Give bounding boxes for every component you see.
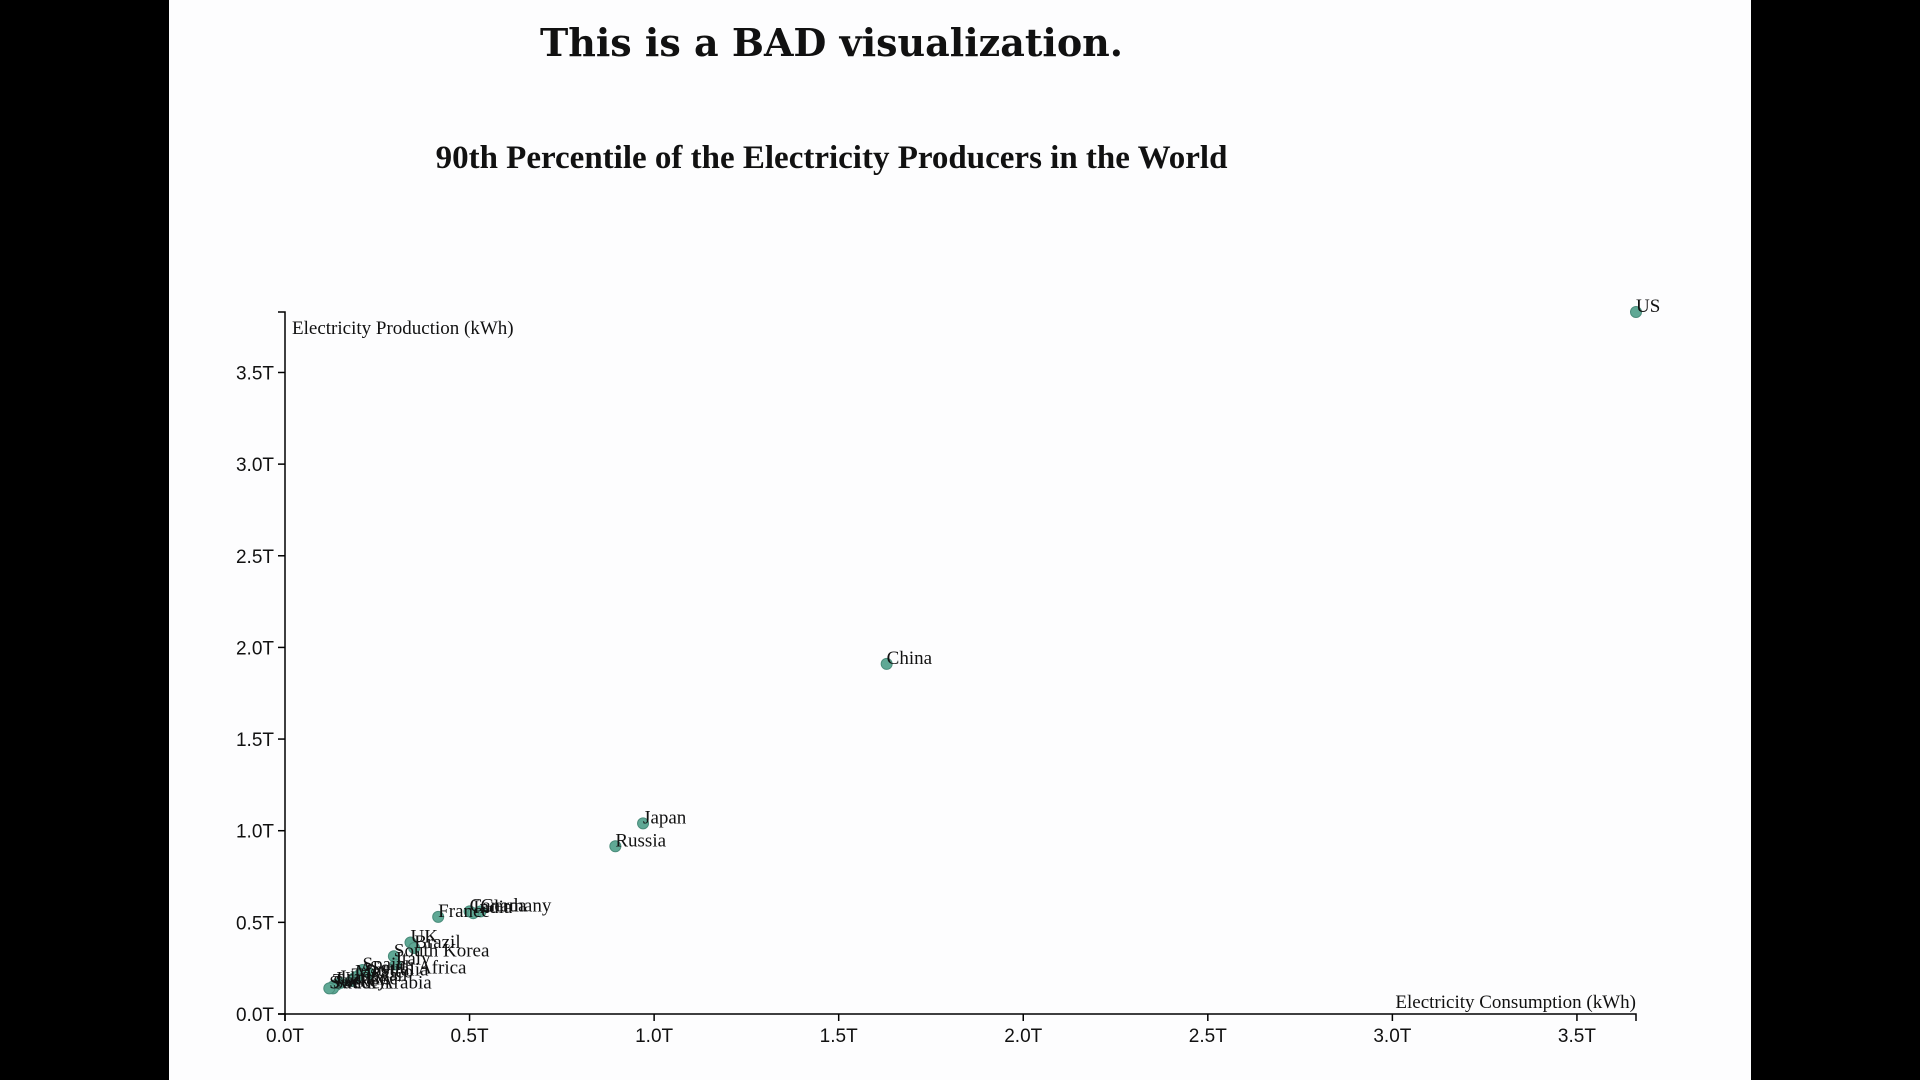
x-tick-label: 3.5T <box>1558 1026 1596 1047</box>
point-label: Taiwan <box>351 965 407 986</box>
point-label: South Africa <box>370 958 467 979</box>
y-tick-label: 1.5T <box>236 730 274 751</box>
x-tick-label: 1.5T <box>820 1026 858 1047</box>
y-tick-label: 2.0T <box>236 638 274 659</box>
point-label: China <box>887 648 933 669</box>
point-label: Canada <box>470 895 528 916</box>
x-tick-label: 0.0T <box>266 1026 304 1047</box>
x-tick-label: 2.5T <box>1189 1026 1227 1047</box>
point-label: US <box>1636 296 1660 317</box>
point-label: Spain <box>363 954 407 975</box>
point-label: South Korea <box>394 940 490 961</box>
data-point <box>880 657 893 670</box>
point-label: Sweden <box>329 972 390 993</box>
point-label: Italy <box>396 949 431 970</box>
point-label: UK <box>411 927 439 948</box>
point-label: Turkey <box>333 971 388 992</box>
y-tick-label: 2.5T <box>236 547 274 568</box>
data-point <box>432 910 445 923</box>
y-axis-title: Electricity Production (kWh) <box>292 318 514 339</box>
x-axis-title: Electricity Consumption (kWh) <box>1395 992 1636 1013</box>
y-tick-label: 0.5T <box>236 913 274 934</box>
page-canvas: This is a BAD visualization. 90th Percen… <box>169 0 1751 1080</box>
data-point <box>389 958 402 971</box>
y-tick-label: 3.5T <box>236 363 274 384</box>
x-tick-label: 2.0T <box>1004 1026 1042 1047</box>
y-tick-label: 1.0T <box>236 822 274 843</box>
point-label: Germany <box>481 895 552 916</box>
y-tick-label: 0.0T <box>236 1005 274 1026</box>
page-title: This is a BAD visualization. <box>539 20 1124 65</box>
y-axis-line <box>278 311 286 1015</box>
x-axis-line <box>284 1013 1637 1021</box>
data-point <box>345 975 358 988</box>
x-tick-label: 0.5T <box>451 1026 489 1047</box>
chart-title: 90th Percentile of the Electricity Produ… <box>435 140 1228 176</box>
x-tick-label: 3.0T <box>1373 1026 1411 1047</box>
point-label: Australia <box>359 960 429 981</box>
point-label: Brazil <box>414 932 460 953</box>
data-point <box>637 817 650 830</box>
point-label: Japan <box>643 807 687 828</box>
y-axis: 0.0T 0.5T 1.0T 1.5T 2.0T 2.5T 3.0T 3.5T <box>236 311 286 1026</box>
point-label: Saudi Arabia <box>333 972 432 993</box>
x-tick-label: 1.0T <box>635 1026 673 1047</box>
point-label: Ukraine <box>337 969 398 990</box>
data-point <box>323 982 336 995</box>
scatter-chart: 0.0T 0.5T 1.0T 1.5T 2.0T 2.5T 3.0T 3.5T 0.0T 0.5… <box>236 296 1660 1047</box>
y-tick-label: 3.0T <box>236 455 274 476</box>
point-label: Mexico <box>355 961 413 982</box>
data-point <box>609 840 622 853</box>
data-point <box>1630 306 1642 318</box>
point-label: India <box>473 897 513 918</box>
data-point <box>408 942 421 955</box>
point-label: Iran <box>340 967 371 988</box>
data-point <box>467 907 480 920</box>
point-label: France <box>438 901 490 922</box>
x-axis: 0.0T 0.5T 1.0T 1.5T 2.0T 2.5T 3.0T 3.5T <box>266 1013 1637 1047</box>
point-label: Russia <box>615 830 666 851</box>
